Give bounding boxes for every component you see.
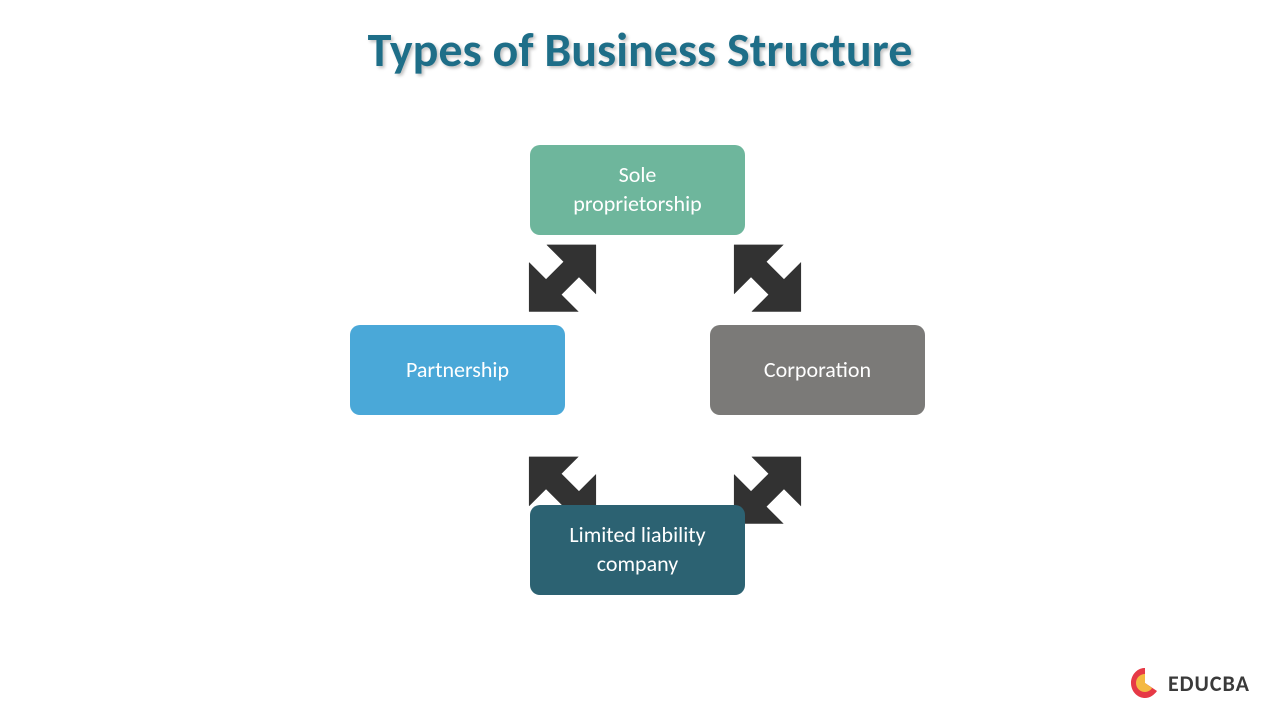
brand-text: EDUCBA (1168, 670, 1250, 697)
cycle-diagram: Soleproprietorship Corporation Limited l… (0, 145, 1280, 665)
node-corporation: Corporation (710, 325, 925, 415)
node-sole-proprietorship: Soleproprietorship (530, 145, 745, 235)
arrow-top-right (709, 220, 826, 337)
arrow-top-left (504, 220, 621, 337)
node-limited-liability: Limited liabilitycompany (530, 505, 745, 595)
educba-icon (1128, 666, 1162, 700)
node-label: Soleproprietorship (573, 161, 701, 218)
node-label: Corporation (764, 356, 871, 385)
brand-logo: EDUCBA (1128, 666, 1250, 700)
node-partnership: Partnership (350, 325, 565, 415)
node-label: Partnership (406, 356, 509, 385)
node-label: Limited liabilitycompany (569, 521, 705, 578)
page-title: Types of Business Structure (0, 20, 1280, 79)
